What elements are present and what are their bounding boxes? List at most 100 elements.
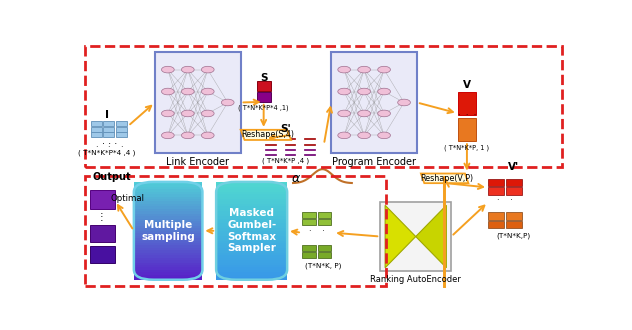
- Bar: [134, 257, 202, 260]
- Bar: [216, 252, 287, 255]
- Bar: [216, 206, 287, 209]
- Bar: [216, 209, 287, 211]
- Bar: [134, 267, 202, 270]
- Bar: [317, 252, 331, 258]
- Circle shape: [358, 66, 370, 73]
- Text: ·: ·: [120, 143, 123, 152]
- Bar: [134, 223, 202, 226]
- Polygon shape: [241, 130, 291, 140]
- Circle shape: [378, 132, 391, 139]
- Text: ·: ·: [100, 216, 104, 226]
- Bar: [305, 154, 315, 155]
- Bar: [216, 226, 287, 228]
- Bar: [134, 201, 202, 204]
- Bar: [90, 189, 115, 209]
- Bar: [134, 277, 202, 280]
- Bar: [216, 248, 287, 250]
- Bar: [216, 199, 287, 201]
- Bar: [134, 233, 202, 236]
- Circle shape: [378, 110, 391, 117]
- Bar: [216, 221, 287, 223]
- Bar: [134, 262, 202, 265]
- Bar: [134, 226, 202, 228]
- Bar: [305, 149, 315, 150]
- Bar: [317, 212, 331, 218]
- Bar: [257, 81, 270, 91]
- Bar: [506, 187, 522, 195]
- Bar: [216, 223, 287, 226]
- Bar: [134, 245, 202, 248]
- Circle shape: [181, 66, 194, 73]
- Text: · · ·: · · ·: [102, 139, 118, 149]
- Bar: [134, 270, 202, 272]
- Text: Ranking AutoEncoder: Ranking AutoEncoder: [370, 275, 461, 284]
- Bar: [302, 245, 315, 251]
- Bar: [134, 194, 202, 197]
- Text: ( T*N*K*P ,4 ): ( T*N*K*P ,4 ): [262, 157, 309, 164]
- Bar: [90, 225, 115, 242]
- Bar: [134, 189, 202, 192]
- Bar: [216, 262, 287, 265]
- Bar: [216, 267, 287, 270]
- Bar: [134, 182, 202, 184]
- Circle shape: [337, 132, 351, 139]
- Circle shape: [358, 110, 370, 117]
- Bar: [216, 214, 287, 216]
- Bar: [216, 216, 287, 218]
- Bar: [331, 52, 417, 153]
- Text: Output: Output: [92, 172, 131, 182]
- Bar: [216, 191, 287, 194]
- Circle shape: [181, 132, 194, 139]
- Bar: [134, 186, 202, 189]
- Circle shape: [337, 66, 351, 73]
- Circle shape: [161, 66, 174, 73]
- Bar: [216, 270, 287, 272]
- Bar: [216, 275, 287, 277]
- Bar: [116, 126, 126, 132]
- Bar: [134, 235, 202, 238]
- Bar: [216, 201, 287, 204]
- Bar: [134, 231, 202, 233]
- Bar: [458, 92, 477, 115]
- Circle shape: [202, 110, 214, 117]
- Bar: [488, 213, 504, 219]
- Bar: [317, 245, 331, 251]
- Bar: [488, 180, 504, 186]
- Text: ·  ·  ·: · · ·: [458, 111, 476, 120]
- Bar: [216, 238, 287, 241]
- Bar: [216, 235, 287, 238]
- Bar: [216, 245, 287, 248]
- Text: ·    ·: · ·: [308, 227, 324, 236]
- Bar: [216, 265, 287, 268]
- Bar: [104, 126, 114, 132]
- Text: Program Encoder: Program Encoder: [332, 156, 416, 167]
- Bar: [216, 189, 287, 192]
- Bar: [134, 204, 202, 206]
- Bar: [134, 260, 202, 263]
- Bar: [216, 243, 287, 246]
- Bar: [134, 206, 202, 209]
- Bar: [506, 213, 522, 219]
- Bar: [91, 121, 102, 126]
- Polygon shape: [416, 205, 446, 268]
- Bar: [216, 194, 287, 197]
- Circle shape: [378, 66, 391, 73]
- Bar: [134, 240, 202, 243]
- Bar: [134, 221, 202, 223]
- Polygon shape: [421, 174, 468, 183]
- Bar: [216, 228, 287, 231]
- Polygon shape: [385, 205, 416, 268]
- Bar: [134, 255, 202, 258]
- Bar: [134, 250, 202, 253]
- Bar: [134, 228, 202, 231]
- Text: ( T*N*K*P*4 ,1): ( T*N*K*P*4 ,1): [238, 104, 289, 111]
- Bar: [134, 216, 202, 218]
- Text: (T*N*K, P): (T*N*K, P): [305, 262, 342, 269]
- Text: Link Encoder: Link Encoder: [166, 156, 229, 167]
- Text: I: I: [105, 110, 109, 120]
- Bar: [284, 144, 296, 145]
- Bar: [216, 257, 287, 260]
- Text: α: α: [291, 172, 300, 184]
- Bar: [302, 252, 315, 258]
- Bar: [216, 277, 287, 280]
